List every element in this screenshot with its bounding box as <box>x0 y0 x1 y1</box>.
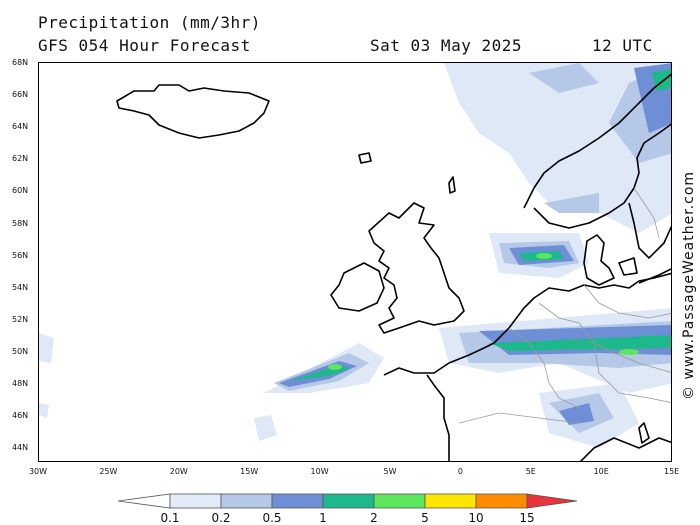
legend-label: 10 <box>468 511 484 525</box>
lat-label: 46N <box>12 411 29 421</box>
precip-light-area <box>39 63 671 448</box>
ireland-coast <box>330 262 385 312</box>
lat-label: 68N <box>12 58 29 67</box>
denmark-coast <box>583 234 615 286</box>
coastline <box>116 73 671 461</box>
legend-label: 1 <box>319 511 327 525</box>
legend-swatch <box>373 493 426 509</box>
lat-label: 56N <box>12 250 29 260</box>
legend-low-arrow <box>118 493 171 509</box>
legend-label: 0.5 <box>262 511 282 525</box>
chart-title: Precipitation (mm/3hr) <box>38 13 261 32</box>
iceland-coast <box>116 84 270 139</box>
legend-label: 2 <box>370 511 378 525</box>
precip-bright-area <box>328 253 639 370</box>
scandinavia-coast <box>523 73 671 209</box>
lat-label: 54N <box>12 282 29 292</box>
lon-label: 25W <box>99 467 118 476</box>
lon-label: 5W <box>383 467 397 476</box>
country-borders <box>458 187 671 424</box>
continent-coast <box>383 272 671 376</box>
lat-label: 64N <box>12 122 29 132</box>
lat-label: 58N <box>12 218 29 228</box>
legend-swatch <box>424 493 477 509</box>
lon-label: 10W <box>310 467 329 476</box>
lat-label: 50N <box>12 346 29 356</box>
lon-label: 15E <box>663 467 680 476</box>
lon-label: 0 <box>457 467 463 476</box>
legend-label: 5 <box>421 511 429 525</box>
lon-label: 20W <box>169 467 188 476</box>
lon-label: 5E <box>525 467 536 476</box>
forecast-date: Sat 03 May 2025 <box>370 36 522 55</box>
legend-swatch <box>322 493 375 509</box>
precipitation-legend <box>118 493 578 509</box>
legend-swatch <box>169 493 222 509</box>
lon-label: 15W <box>240 467 259 476</box>
great-britain-coast <box>368 202 465 334</box>
legend-swatch <box>220 493 273 509</box>
lat-label: 44N <box>12 443 29 453</box>
forecast-time: 12 UTC <box>592 36 653 55</box>
legend-swatch <box>271 493 324 509</box>
lon-label: 30W <box>28 467 48 476</box>
watermark: © www.PassageWeather.com <box>681 170 697 400</box>
legend-label: 15 <box>519 511 535 525</box>
lat-label: 66N <box>12 90 29 100</box>
legend-swatch <box>526 493 578 509</box>
legend-swatch <box>475 493 528 509</box>
precipitation-map <box>38 62 672 462</box>
lat-label: 52N <box>12 314 29 324</box>
forecast-subtitle: GFS 054 Hour Forecast <box>38 36 251 55</box>
legend-label: 0.2 <box>211 511 231 525</box>
legend-label: 0.1 <box>160 511 180 525</box>
lon-label: 10E <box>593 467 609 476</box>
map-canvas <box>39 63 671 461</box>
lat-label: 62N <box>12 154 29 164</box>
lat-label: 48N <box>12 379 29 388</box>
lat-label: 60N <box>12 186 29 196</box>
